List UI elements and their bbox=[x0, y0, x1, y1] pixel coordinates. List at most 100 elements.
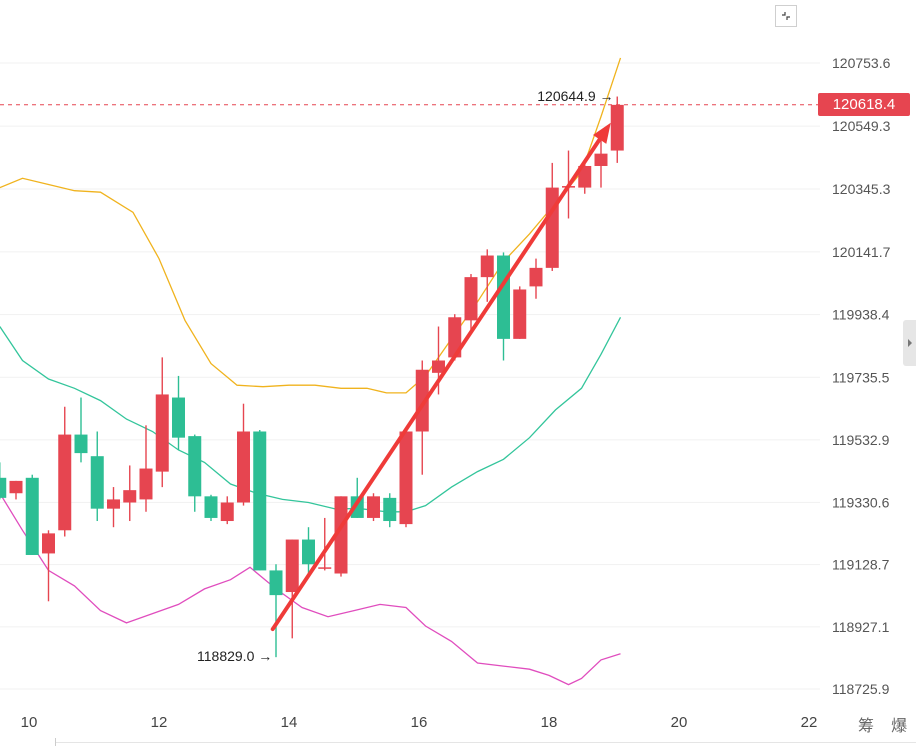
side-panel-toggle[interactable] bbox=[903, 320, 916, 366]
candle-3 bbox=[42, 530, 55, 602]
candle-body-22 bbox=[350, 496, 364, 518]
candle-body-13 bbox=[204, 496, 218, 518]
candle-1 bbox=[9, 480, 23, 500]
candle-30 bbox=[480, 249, 494, 302]
candles bbox=[0, 96, 624, 658]
candle-body-32 bbox=[513, 289, 527, 339]
candle-33 bbox=[529, 258, 543, 299]
band-middle bbox=[0, 316, 622, 513]
candle-body-12 bbox=[188, 436, 202, 497]
watermark: 筹 爆 bbox=[858, 716, 914, 735]
candle-28 bbox=[448, 314, 462, 361]
candle-body-11 bbox=[172, 397, 185, 438]
candle-body-9 bbox=[139, 468, 153, 500]
candle-36 bbox=[578, 159, 592, 194]
x-tick-label-3: 16 bbox=[411, 714, 428, 731]
candle-21 bbox=[334, 496, 348, 577]
low-annotation: 118829.0 → bbox=[197, 648, 273, 665]
high-annotation-value: 120644.9 bbox=[537, 87, 596, 104]
candle-body-23 bbox=[367, 496, 380, 518]
bollinger-bands bbox=[0, 57, 622, 686]
candle-body-26 bbox=[415, 369, 429, 432]
x-axis: 10 12 14 16 18 20 22 bbox=[21, 714, 818, 731]
candle-11 bbox=[172, 375, 185, 451]
candle-26 bbox=[415, 360, 429, 475]
candle-8 bbox=[123, 465, 137, 522]
candle-25 bbox=[399, 428, 413, 528]
candle-32 bbox=[513, 286, 527, 339]
y-tick-label-5: 119735.5 bbox=[832, 369, 890, 385]
candle-22 bbox=[350, 477, 364, 518]
candle-body-30 bbox=[480, 255, 494, 278]
candle-31 bbox=[497, 252, 510, 361]
y-tick-label-0: 120753.6 bbox=[832, 55, 891, 71]
candle-body-25 bbox=[399, 431, 413, 525]
bottom-tick-mark bbox=[55, 738, 56, 746]
candle-20 bbox=[318, 517, 332, 571]
y-tick-label-9: 118927.1 bbox=[832, 619, 890, 635]
candle-37 bbox=[594, 135, 608, 188]
candle-body-8 bbox=[123, 490, 137, 503]
candle-24 bbox=[383, 493, 397, 528]
candle-body-21 bbox=[334, 496, 348, 574]
candle-body-20 bbox=[318, 567, 332, 569]
chevron-right-icon bbox=[908, 339, 912, 347]
x-tick-label-6: 22 bbox=[801, 714, 818, 731]
candle-body-24 bbox=[383, 497, 397, 522]
candle-body-38 bbox=[610, 104, 624, 151]
candle-12 bbox=[188, 434, 202, 512]
band-upper bbox=[0, 57, 622, 394]
band-lower bbox=[0, 492, 621, 686]
candle-23 bbox=[367, 493, 380, 522]
candle-13 bbox=[204, 494, 218, 522]
candle-body-18 bbox=[285, 539, 299, 593]
candle-9 bbox=[139, 425, 153, 512]
candle-body-31 bbox=[497, 255, 510, 339]
x-tick-label-0: 10 bbox=[21, 714, 38, 731]
candle-10 bbox=[155, 357, 169, 488]
candle-body-16 bbox=[253, 431, 267, 571]
y-tick-label-3: 120141.7 bbox=[832, 244, 891, 260]
candle-0 bbox=[0, 462, 7, 500]
candle-body-28 bbox=[448, 317, 462, 358]
candle-5 bbox=[74, 397, 88, 463]
candle-body-0 bbox=[0, 477, 7, 498]
candle-body-37 bbox=[594, 153, 608, 166]
expand-icon[interactable] bbox=[775, 5, 797, 27]
trend-arrow-head-0 bbox=[592, 122, 611, 144]
x-tick-label-5: 20 bbox=[671, 714, 688, 731]
x-tick-label-2: 14 bbox=[281, 714, 298, 731]
candle-15 bbox=[237, 403, 250, 506]
y-tick-label-10: 118725.9 bbox=[832, 681, 890, 697]
candle-body-15 bbox=[237, 431, 250, 503]
y-tick-label-4: 119938.4 bbox=[832, 307, 890, 323]
candle-body-33 bbox=[529, 267, 543, 287]
trend-arrow-shaft-0 bbox=[270, 137, 602, 632]
candle-body-29 bbox=[464, 277, 478, 321]
y-tick-label-2: 120345.3 bbox=[832, 181, 891, 197]
candle-body-7 bbox=[107, 499, 120, 509]
candle-body-2 bbox=[25, 477, 39, 555]
candle-body-19 bbox=[302, 539, 315, 565]
current-price-label: 120618.4 bbox=[818, 93, 910, 117]
candle-7 bbox=[107, 487, 120, 528]
grid-lines bbox=[0, 62, 820, 690]
candle-body-6 bbox=[90, 456, 104, 509]
x-tick-label-1: 12 bbox=[151, 714, 168, 731]
x-tick-label-4: 18 bbox=[541, 714, 558, 731]
low-annotation-value: 118829.0 bbox=[197, 648, 255, 665]
candle-4 bbox=[58, 406, 72, 537]
candle-16 bbox=[253, 429, 267, 571]
candle-body-17 bbox=[269, 570, 283, 596]
candle-body-10 bbox=[155, 394, 169, 472]
candle-body-5 bbox=[74, 434, 88, 454]
candle-body-3 bbox=[42, 533, 55, 554]
candle-19 bbox=[302, 527, 315, 574]
candle-29 bbox=[464, 274, 478, 333]
candle-6 bbox=[90, 431, 104, 522]
candle-18 bbox=[285, 539, 299, 639]
candle-14 bbox=[220, 496, 234, 525]
candle-17 bbox=[269, 564, 283, 658]
candle-body-36 bbox=[578, 165, 592, 188]
